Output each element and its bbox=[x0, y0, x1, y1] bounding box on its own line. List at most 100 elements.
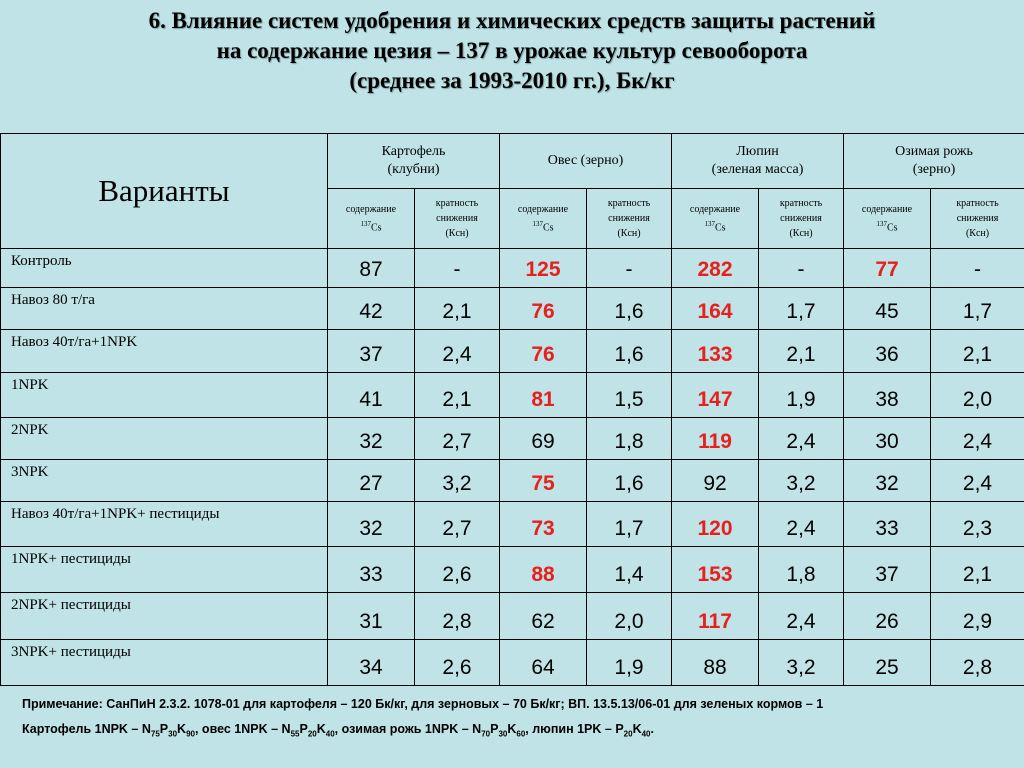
cell-content: 77 bbox=[843, 247, 932, 289]
table-row: 3NPK+ пестициды 34 2,6 64 1,9 88 3,2 25 2,8 bbox=[0, 638, 1024, 687]
note-text: P bbox=[490, 722, 499, 736]
cell-content: 30 bbox=[843, 416, 932, 460]
cell-ratio: - bbox=[930, 247, 1024, 289]
cell-ratio: 2,1 bbox=[414, 372, 500, 418]
cell-ratio: 1,7 bbox=[930, 287, 1024, 330]
subheader-content: содержание 137Cs bbox=[499, 188, 587, 249]
table-row: Навоз 40т/га+1NPK+ пестициды 32 2,7 73 1,7 12… bbox=[0, 501, 1024, 547]
cell-content: 64 bbox=[499, 638, 587, 687]
cell-ratio: 2,4 bbox=[930, 458, 1024, 503]
crop-header: Картофель (клубни) bbox=[327, 133, 500, 189]
row-label: 3NPK+ пестициды bbox=[0, 638, 328, 687]
note-text: K bbox=[177, 722, 187, 736]
cell-content: 119 bbox=[671, 416, 760, 460]
cell-ratio: 2,1 bbox=[414, 287, 500, 330]
row-label: 1NPK+ пестициды bbox=[0, 545, 328, 594]
table-row: 3NPK 27 3,2 75 1,6 92 3,2 32 2,4 bbox=[0, 458, 1024, 503]
crop-name: Люпин bbox=[736, 144, 779, 159]
cell-content: 32 bbox=[327, 501, 415, 547]
cell-content: 117 bbox=[671, 592, 760, 640]
cell-ratio: 3,2 bbox=[758, 638, 845, 687]
subheader-ratio-line: (Кcн) bbox=[965, 228, 990, 239]
cell-ratio: 2,7 bbox=[414, 501, 500, 547]
subheader-ratio-line: (Кcн) bbox=[617, 228, 641, 239]
cell-content: 45 bbox=[843, 287, 932, 330]
cell-content: 32 bbox=[843, 458, 932, 503]
crop-name: Озимая рожь bbox=[895, 144, 973, 159]
footnote-line-1: Примечание: СанПиН 2.3.2. 1078-01 для ка… bbox=[22, 697, 824, 711]
subheader-ratio-line: снижения bbox=[436, 213, 478, 224]
crop-header: Овес (зерно) bbox=[498, 133, 673, 189]
subheader-isotope: 137Cs bbox=[500, 217, 586, 235]
cell-ratio: 2,8 bbox=[414, 592, 500, 640]
footnote-line-2: Картофель 1NPK – N75P30K90, овес 1NPK – … bbox=[22, 717, 1022, 747]
crop-header: Озимая рожь (зерно) bbox=[843, 133, 1024, 189]
isotope-symbol: Cs bbox=[714, 222, 726, 234]
cell-content: 92 bbox=[671, 458, 760, 503]
row-label: Навоз 80 т/га bbox=[0, 287, 328, 330]
cell-ratio: 2,0 bbox=[930, 372, 1024, 418]
row-label: 2NPK bbox=[0, 416, 328, 460]
cell-content: 62 bbox=[499, 592, 587, 640]
note-text: K bbox=[632, 722, 642, 736]
cell-content: 41 bbox=[327, 372, 415, 418]
subheader-isotope: 137Cs bbox=[328, 217, 414, 235]
note-text: P bbox=[159, 722, 169, 736]
cell-content: 33 bbox=[843, 501, 932, 547]
note-subscript: 75 bbox=[150, 729, 160, 739]
cell-ratio: 2,6 bbox=[414, 638, 500, 687]
cell-content: 125 bbox=[499, 247, 587, 289]
cell-ratio: 1,4 bbox=[585, 545, 673, 594]
subheader-content: содержание 137Cs bbox=[843, 188, 932, 249]
note-text: , люпин 1PK – P bbox=[525, 722, 624, 736]
subheader-content-label: содержание bbox=[689, 203, 741, 215]
title-line-1: 6. Влияние систем удобрения и химических… bbox=[148, 8, 876, 33]
cell-ratio: 2,4 bbox=[930, 416, 1024, 460]
isotope-symbol: Cs bbox=[370, 222, 382, 234]
table-row: Контроль 87-125-282-77- bbox=[0, 247, 1024, 289]
subheader-isotope: 137Cs bbox=[672, 217, 758, 235]
subheader-ratio-line: снижения bbox=[608, 213, 650, 224]
cell-ratio: 2,4 bbox=[758, 501, 845, 547]
note-subscript: 20 bbox=[623, 729, 633, 739]
subheader-ratio-line: кратность bbox=[779, 198, 823, 209]
subheader-ratio: кратность снижения (Кcн) bbox=[930, 188, 1024, 249]
cell-content: 164 bbox=[671, 287, 760, 330]
subheader-ratio: кратность снижения (Кcн) bbox=[758, 188, 845, 249]
cell-content: 33 bbox=[327, 545, 415, 594]
note-subscript: 70 bbox=[481, 729, 491, 739]
row-label: Навоз 40т/га+1NPK+ пестициды bbox=[0, 501, 328, 547]
subheader-content: содержание 137Cs bbox=[671, 188, 760, 249]
variants-header: Варианты bbox=[0, 133, 328, 249]
subheader-ratio-line: кратность bbox=[956, 198, 999, 209]
cell-content: 26 bbox=[843, 592, 932, 640]
cell-ratio: - bbox=[758, 247, 845, 289]
cell-ratio: 3,2 bbox=[758, 458, 845, 503]
note-text: K bbox=[507, 722, 517, 736]
cell-ratio: 2,1 bbox=[930, 328, 1024, 374]
cell-ratio: 2,1 bbox=[930, 545, 1024, 594]
subheader-ratio: кратность снижения (Кcн) bbox=[414, 188, 500, 249]
cell-ratio: 2,0 bbox=[585, 592, 673, 640]
table-row: 1NPK+ пестициды 33 2,6 88 1,4 153 1,8 37 2,1 bbox=[0, 545, 1024, 594]
cell-content: 120 bbox=[671, 501, 760, 547]
subheader-content-label: содержание bbox=[861, 203, 913, 215]
subheader-ratio-line: кратность bbox=[435, 198, 479, 209]
note-text: . bbox=[650, 722, 654, 736]
crop-part: (зеленая масса) bbox=[711, 162, 804, 177]
cell-ratio: 1,8 bbox=[585, 416, 673, 460]
subheader-content-label: содержание bbox=[517, 203, 569, 215]
row-label: Контроль bbox=[0, 247, 328, 289]
cell-ratio: - bbox=[585, 247, 673, 289]
cell-content: 76 bbox=[499, 287, 587, 330]
cell-content: 31 bbox=[327, 592, 415, 640]
cell-ratio: 1,5 bbox=[585, 372, 673, 418]
footnote: Примечание: СанПиН 2.3.2. 1078-01 для ка… bbox=[22, 692, 1022, 747]
cell-content: 76 bbox=[499, 328, 587, 374]
cell-content: 153 bbox=[671, 545, 760, 594]
table-row: Навоз 40т/га+1NPK 37 2,4 76 1,6 133 2,1 36 2,1 bbox=[0, 328, 1024, 374]
cell-ratio: 1,9 bbox=[585, 638, 673, 687]
subheader-isotope: 137Cs bbox=[844, 217, 930, 235]
cell-content: 147 bbox=[671, 372, 760, 418]
subheader-content-label: содержание bbox=[345, 203, 397, 215]
